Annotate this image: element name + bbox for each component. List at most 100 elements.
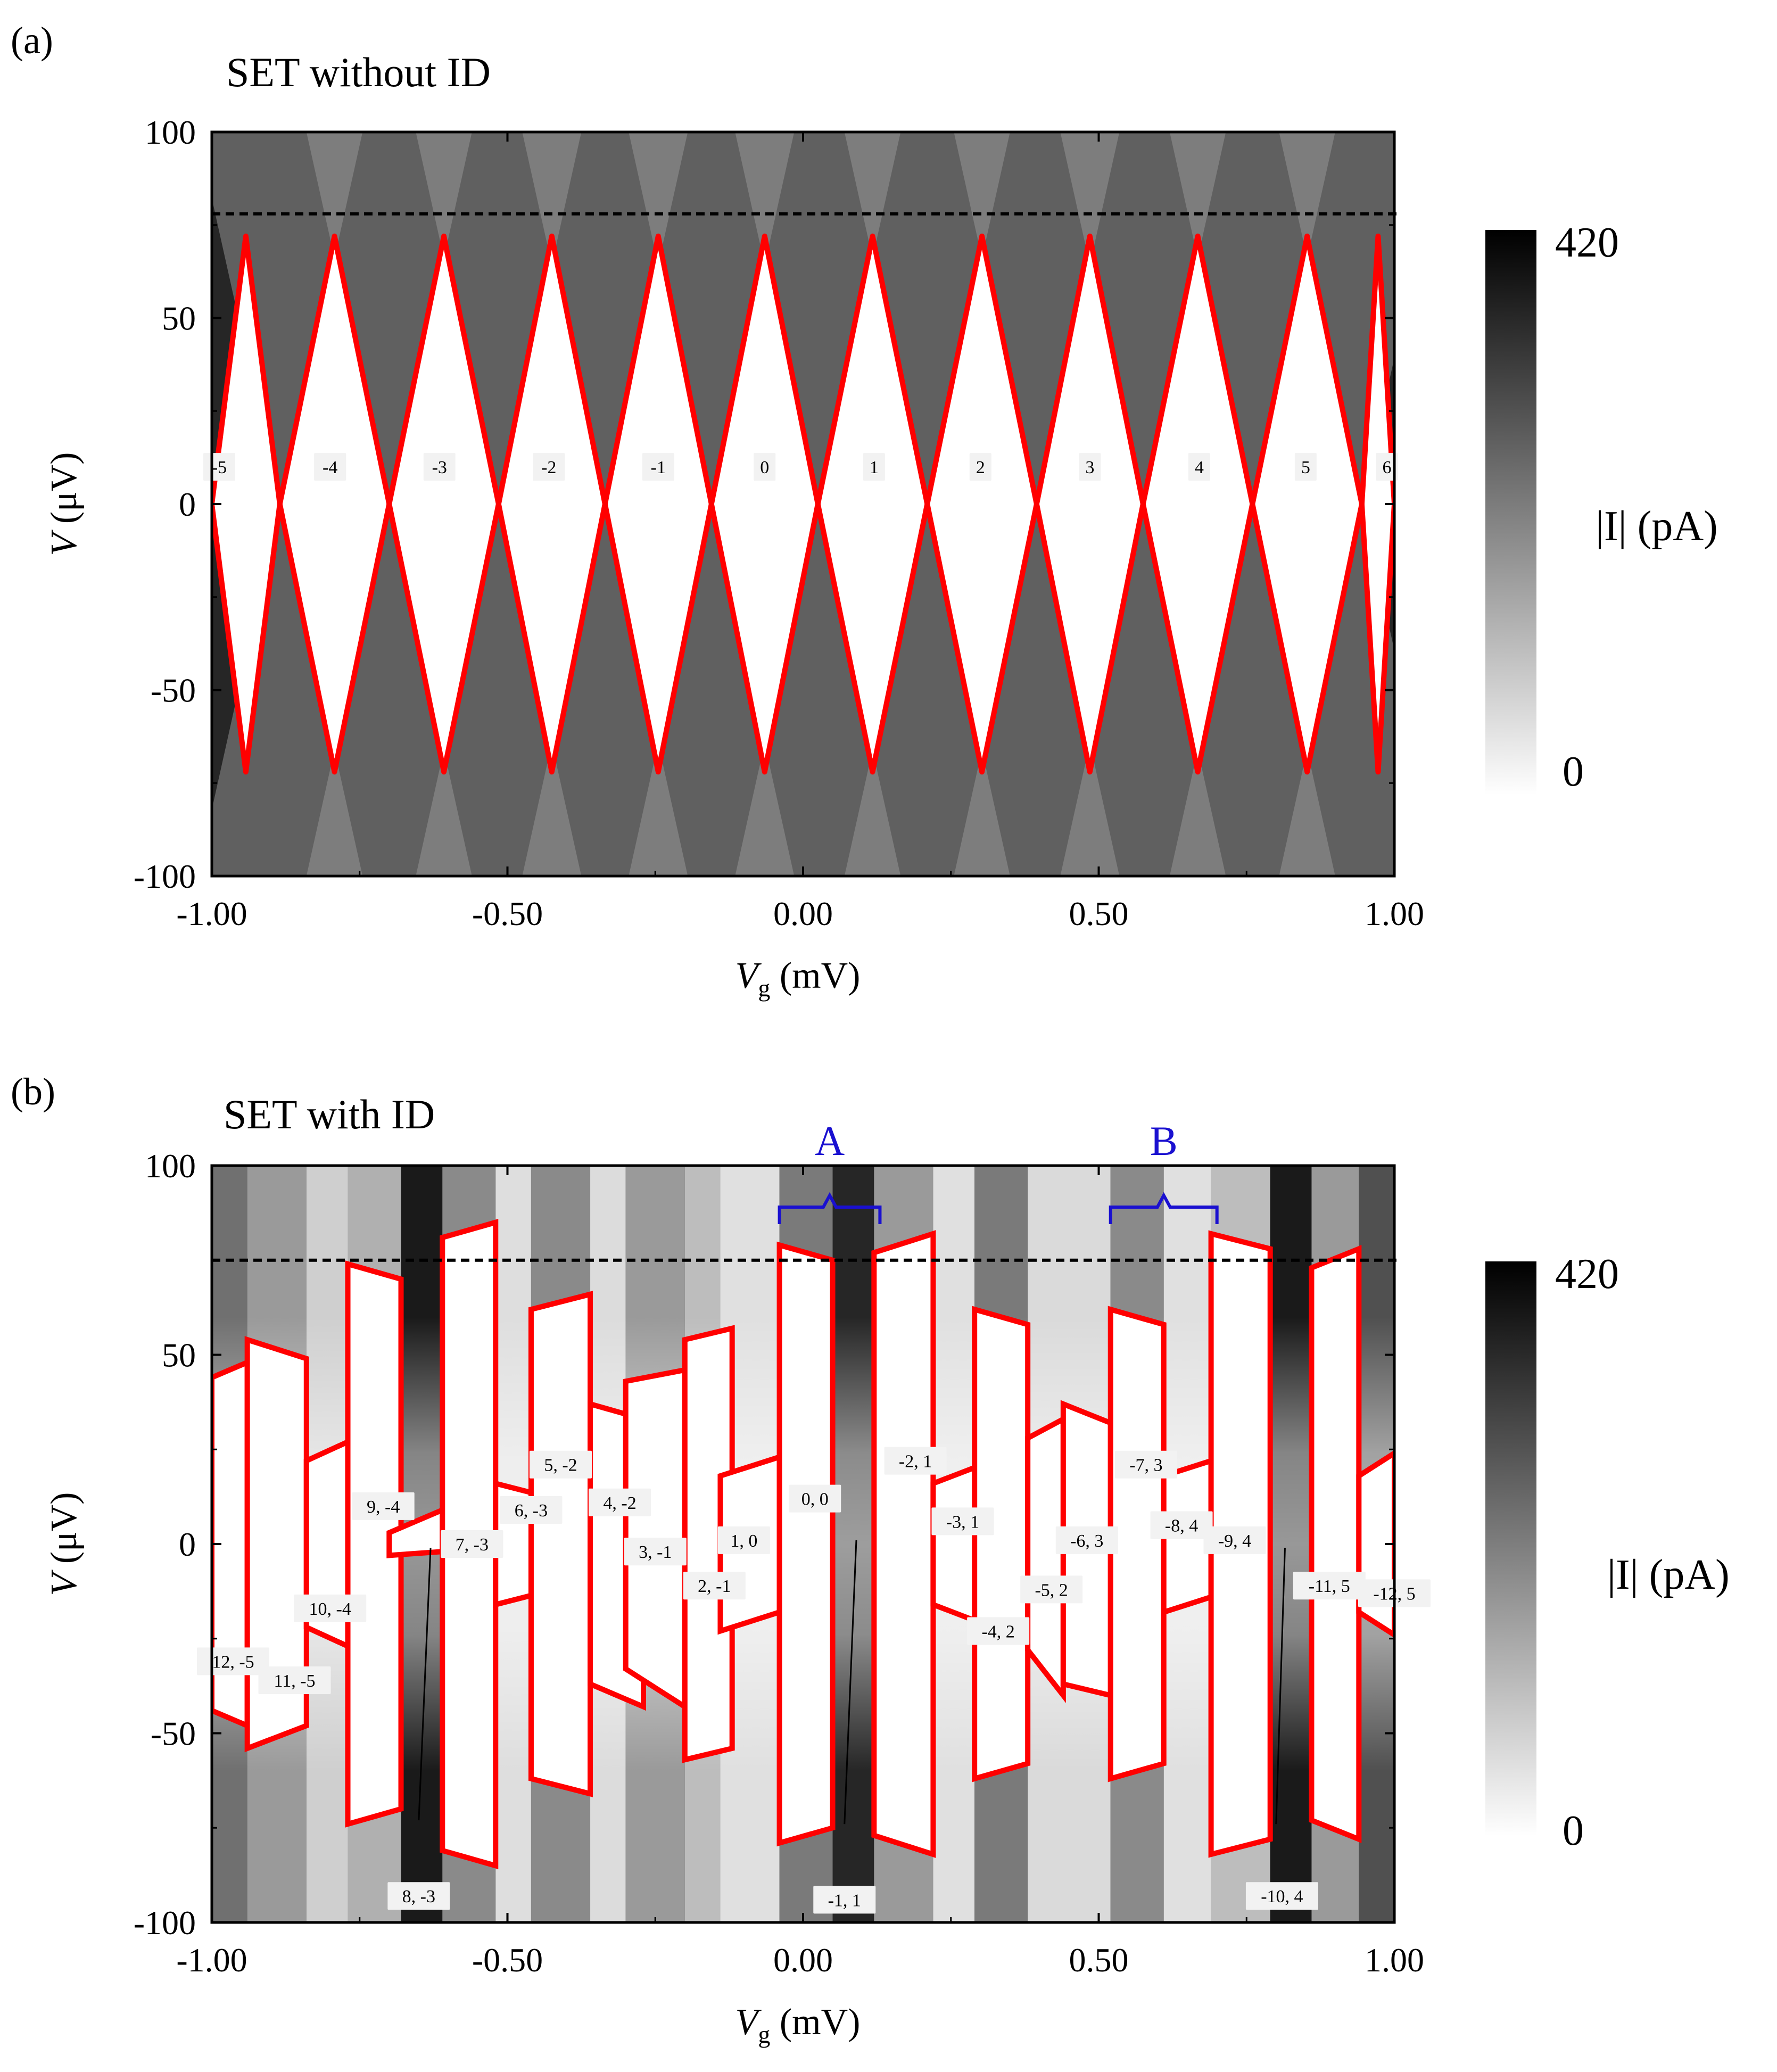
current-fan [522, 132, 688, 504]
y-tick-label: 50 [162, 300, 196, 337]
stability-region [528, 1291, 593, 1797]
state-label-bg [789, 1484, 841, 1513]
stability-region [1107, 1306, 1167, 1782]
state-label: -1, 1 [828, 1891, 861, 1910]
state-label: 4, -2 [603, 1493, 636, 1513]
diamond-label: 1 [870, 458, 879, 477]
state-label-bg [352, 1492, 415, 1520]
current-fan [1169, 132, 1335, 504]
state-label-bg [294, 1594, 367, 1622]
current-fan [954, 132, 1120, 504]
stability-region [1025, 1415, 1066, 1703]
panel-b: (b) SET with ID A B 12, -5 11, -5 10, -4 9, -… [11, 1070, 1730, 2048]
x-tick-label: -0.50 [472, 1941, 543, 1979]
current-fan [629, 132, 795, 504]
y-tick-label: 50 [162, 1336, 196, 1374]
x-tick-label: 0.50 [1069, 895, 1129, 932]
state-label: -5, 2 [1035, 1580, 1068, 1600]
diamond-label: -1 [651, 458, 666, 477]
stability-region [972, 1306, 1031, 1782]
y-tick-label: -100 [134, 1904, 196, 1942]
y-tick-label: -100 [134, 857, 196, 895]
diamond-label-bg [642, 453, 674, 481]
current-fan [306, 504, 472, 876]
colorbar-b-max: 420 [1555, 1251, 1619, 1298]
current-fan [416, 504, 582, 876]
state-label-bg [197, 1647, 269, 1675]
state-label: -10, 4 [1261, 1887, 1303, 1906]
x-tick-label: 1.00 [1365, 1941, 1424, 1979]
diamond-label-bg [533, 453, 565, 481]
state-label-bg [813, 1886, 876, 1914]
region-label-A: A [815, 1118, 845, 1164]
current-fan [1060, 504, 1226, 876]
diamond-label: -3 [432, 458, 447, 477]
state-label-bg [1150, 1511, 1213, 1539]
y-axis-label: V (μV) [44, 452, 85, 556]
state-label: 1, 0 [730, 1531, 757, 1551]
state-label: 8, -3 [402, 1887, 435, 1906]
state-label: 10, -4 [309, 1599, 351, 1619]
state-label-bg [1245, 1882, 1318, 1910]
diamond-label-bg [863, 453, 885, 481]
plot-area-b: A B 12, -5 11, -5 10, -4 9, -4 8, -3 7, -3 6, -3… [44, 1118, 1431, 2048]
state-label: 2, -1 [698, 1576, 731, 1596]
diamond-label: -4 [323, 458, 337, 477]
state-label: -3, 1 [946, 1512, 979, 1532]
current-fan [735, 132, 901, 504]
state-label-bg [683, 1572, 746, 1600]
diamond-label: -5 [212, 458, 227, 477]
diamond-label: 6 [1383, 458, 1392, 477]
panel-a: (a) SET without ID -5 -4 -3 -2 -1 0 1 2 3 4 5 6 -1.0… [11, 19, 1718, 1002]
state-label-bg [1114, 1450, 1177, 1479]
state-label: -6, 3 [1070, 1531, 1103, 1551]
panel-a-title: SET without ID [226, 49, 491, 95]
stability-region [871, 1230, 936, 1858]
x-tick-label: 0.00 [773, 1941, 833, 1979]
state-label: 0, 0 [801, 1490, 829, 1509]
panel-b-label: (b) [11, 1070, 55, 1113]
colorbar-a-max: 420 [1555, 219, 1619, 266]
current-fan [212, 504, 363, 876]
state-label-bg [1020, 1575, 1083, 1604]
x-tick-label: -1.00 [176, 1941, 247, 1979]
diamond-label: 4 [1195, 458, 1204, 477]
region-label-B: B [1150, 1118, 1178, 1164]
state-label-bg [258, 1666, 331, 1694]
colorbar-b-label: |I| (pA) [1607, 1551, 1730, 1598]
leader-line [844, 1540, 857, 1825]
colorbar-a-min: 0 [1563, 748, 1584, 795]
state-label-bg [1293, 1572, 1366, 1600]
current-fan [212, 132, 363, 504]
region-bracket-B [1109, 1192, 1219, 1224]
heatmap-a [212, 132, 1394, 876]
state-label-bg [1203, 1526, 1266, 1554]
y-tick-label: 100 [145, 113, 196, 151]
state-label-bg [931, 1507, 994, 1536]
stability-region [776, 1241, 836, 1847]
current-fan [735, 504, 901, 876]
diamond-label-bg [1079, 453, 1101, 481]
state-label: 7, -3 [456, 1535, 489, 1555]
coulomb-diamond-fill [389, 236, 499, 772]
y-tick-label: -50 [151, 672, 196, 709]
y-tick-label: 0 [179, 1525, 196, 1563]
state-label: 12, -5 [212, 1652, 254, 1672]
colorbar-b [1485, 1261, 1536, 1836]
current-fan [522, 504, 688, 876]
state-label-bg [1055, 1526, 1118, 1554]
state-label: 6, -3 [515, 1501, 548, 1521]
stability-region [244, 1336, 309, 1753]
state-label: -8, 4 [1165, 1516, 1198, 1536]
state-label-bg [441, 1530, 503, 1558]
state-label: 5, -2 [544, 1456, 577, 1475]
y-axis-label: V (μV) [44, 1492, 85, 1596]
y-tick-label: 0 [179, 485, 196, 523]
state-label-bg [500, 1496, 563, 1524]
diamond-label: 5 [1301, 458, 1310, 477]
current-fan [954, 504, 1120, 876]
state-label: 3, -1 [639, 1542, 672, 1562]
state-label: 11, -5 [274, 1671, 316, 1691]
x-axis-label: Vg (mV) [735, 955, 861, 1002]
